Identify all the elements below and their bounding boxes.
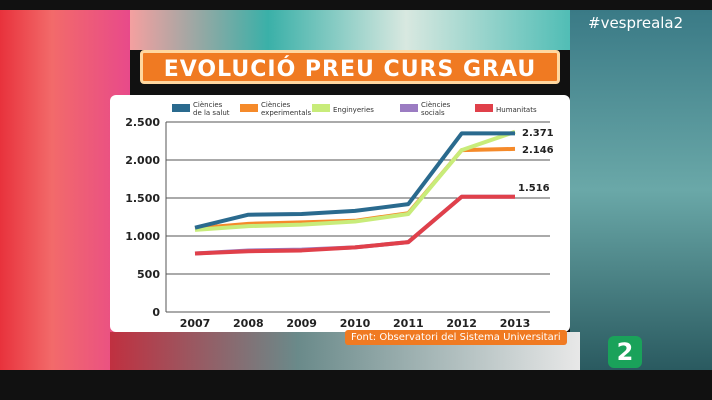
legend-label: Humanitats xyxy=(496,106,537,114)
legend-swatch xyxy=(172,104,190,112)
background-right xyxy=(570,10,712,370)
series-line-2 xyxy=(194,129,516,232)
series-line-0 xyxy=(194,131,515,230)
chart-title-banner: EVOLUCIÓ PREU CURS GRAU xyxy=(140,50,560,84)
x-tick-label: 2010 xyxy=(340,317,371,330)
legend-swatch xyxy=(400,104,418,112)
line-chart: 0 500 1.000 1.500 2.000 2.500 2007 2008 2009 2010… xyxy=(125,101,554,330)
legend-label: Ciències experimentals xyxy=(261,101,311,117)
y-tick-label: 0 xyxy=(152,306,160,319)
data-label: 2.371 xyxy=(522,128,554,139)
x-tick-label: 2009 xyxy=(286,317,317,330)
background-top xyxy=(130,10,590,50)
y-tick-label: 2.000 xyxy=(125,154,160,167)
x-tick-label: 2012 xyxy=(446,317,477,330)
x-tick-label: 2007 xyxy=(180,317,211,330)
x-tick-label: 2008 xyxy=(233,317,264,330)
data-label: 1.516 xyxy=(518,183,550,194)
hashtag: #vespreala2 xyxy=(588,14,684,32)
data-label: 2.146 xyxy=(522,145,554,156)
y-tick-label: 1.500 xyxy=(125,192,160,205)
channel-logo: 2 xyxy=(608,336,642,368)
legend-label: Enginyeries xyxy=(333,106,374,114)
series-line-4 xyxy=(194,194,515,256)
background-left xyxy=(0,10,130,370)
legend-swatch xyxy=(240,104,258,112)
x-tick-label: 2011 xyxy=(393,317,424,330)
legend-label: Ciències de la salut xyxy=(193,101,230,117)
y-tick-label: 500 xyxy=(137,268,160,281)
chart-panel: 0 500 1.000 1.500 2.000 2.500 2007 2008 2009 2010… xyxy=(110,95,570,332)
legend-label: Ciències socials xyxy=(421,101,451,117)
y-tick-label: 1.000 xyxy=(125,230,160,243)
legend-swatch xyxy=(312,104,330,112)
x-tick-label: 2013 xyxy=(500,317,531,330)
source-caption: Font: Observatori del Sistema Universita… xyxy=(345,330,567,345)
y-tick-label: 2.500 xyxy=(125,116,160,129)
legend-swatch xyxy=(475,104,493,112)
